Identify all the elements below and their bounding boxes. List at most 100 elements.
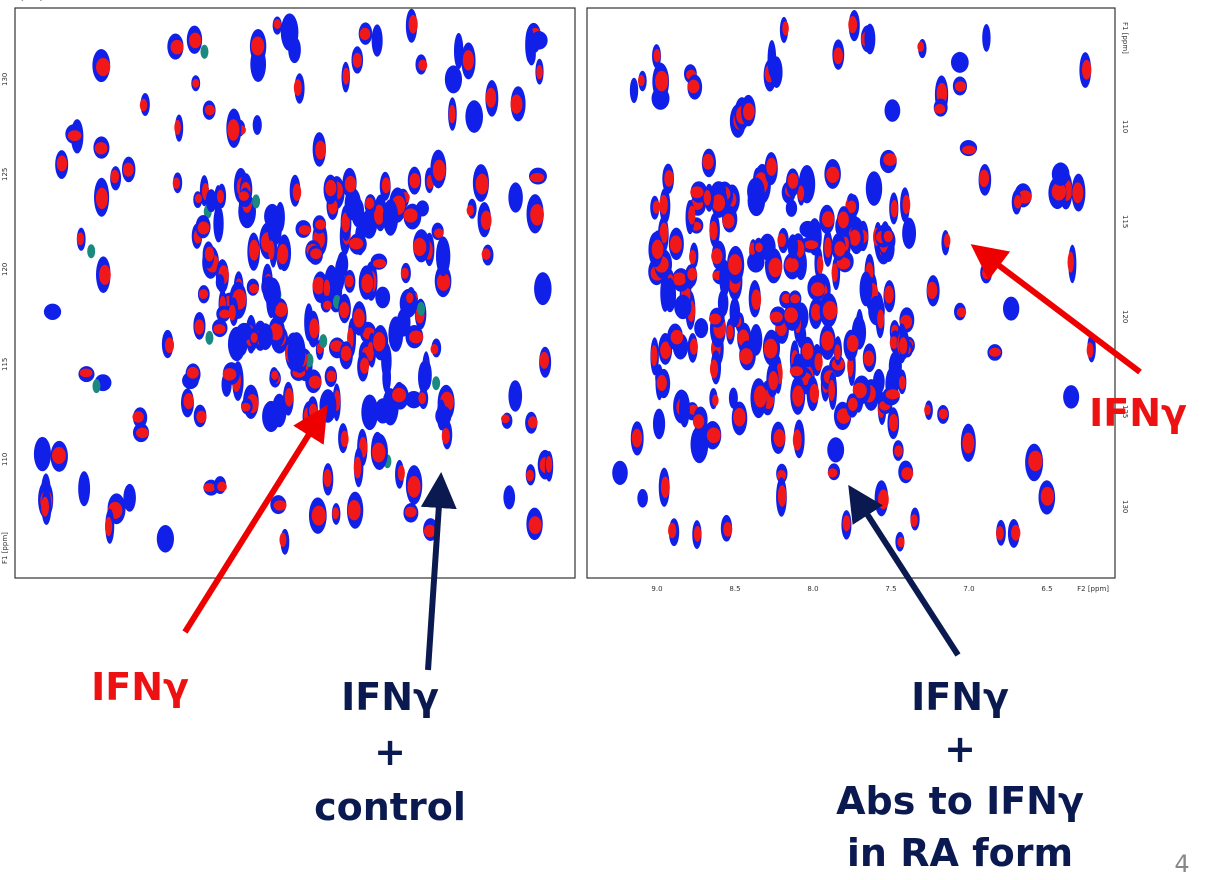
peak xyxy=(877,489,889,510)
peak xyxy=(1051,182,1067,201)
peak xyxy=(271,370,279,380)
peak xyxy=(99,264,111,285)
peak xyxy=(174,119,181,135)
peak xyxy=(954,81,967,92)
peak xyxy=(1067,251,1074,273)
peak xyxy=(804,240,819,250)
peak xyxy=(205,330,214,345)
peak xyxy=(785,199,798,217)
peak xyxy=(480,210,492,231)
peak xyxy=(890,199,899,218)
peak xyxy=(834,344,841,361)
peak xyxy=(898,376,906,390)
peak xyxy=(706,427,721,444)
peak xyxy=(669,235,682,254)
peak xyxy=(288,36,301,64)
peak xyxy=(859,271,873,307)
peak xyxy=(943,233,951,248)
peak xyxy=(828,379,836,401)
peak xyxy=(670,329,684,345)
peak xyxy=(782,21,789,36)
peak xyxy=(268,240,275,260)
peak xyxy=(92,379,101,394)
page-number: 4 xyxy=(1174,850,1189,878)
peak xyxy=(1051,162,1070,186)
peak xyxy=(123,483,136,512)
peak xyxy=(894,445,903,457)
peak xyxy=(910,514,918,527)
peak xyxy=(241,402,251,412)
spectrum-left xyxy=(14,7,576,579)
peak xyxy=(408,14,418,34)
peak xyxy=(938,408,949,420)
peak xyxy=(687,79,700,94)
peak xyxy=(888,351,902,382)
peak xyxy=(530,172,545,183)
peak xyxy=(651,239,664,259)
peak xyxy=(901,467,914,480)
peak xyxy=(273,19,282,30)
peak xyxy=(729,297,741,328)
peak xyxy=(359,27,371,41)
peak xyxy=(660,476,670,499)
peak xyxy=(650,345,658,367)
peak xyxy=(344,175,357,193)
peak xyxy=(406,292,414,304)
y-tick-label: 115 xyxy=(1,358,9,371)
peak xyxy=(330,340,344,352)
peak xyxy=(252,115,262,135)
peak xyxy=(310,248,322,260)
peak xyxy=(693,525,702,542)
peak xyxy=(792,385,805,407)
peak xyxy=(883,153,897,166)
peak xyxy=(104,516,113,537)
peak xyxy=(67,130,82,142)
peak xyxy=(382,199,399,236)
peak xyxy=(371,24,383,57)
peak xyxy=(418,392,427,404)
peak xyxy=(728,387,738,409)
y-tick-label: 130 xyxy=(1121,500,1129,513)
peak xyxy=(204,246,215,262)
peak xyxy=(249,239,260,261)
peak xyxy=(885,389,900,400)
peak xyxy=(742,103,755,121)
peak xyxy=(1003,296,1020,321)
peak xyxy=(462,50,474,71)
peak xyxy=(784,257,799,273)
peak xyxy=(787,234,799,259)
peak xyxy=(768,370,779,391)
peak xyxy=(528,516,542,535)
peak xyxy=(847,397,858,411)
peak xyxy=(227,119,240,141)
peaks xyxy=(33,8,1096,555)
arrow xyxy=(182,404,328,634)
peak xyxy=(510,94,523,114)
x-tick-label: 8.0 xyxy=(807,585,818,593)
peak xyxy=(989,347,1001,357)
y-tick-label: 120 xyxy=(1,263,9,276)
peak xyxy=(186,366,199,379)
peak xyxy=(305,353,314,368)
peak xyxy=(508,380,523,412)
annotation: IFNγ xyxy=(91,665,189,709)
x-tick-label: 9.0 xyxy=(499,0,510,1)
peak xyxy=(373,204,385,225)
peak xyxy=(200,44,209,59)
peak xyxy=(936,82,948,104)
peak xyxy=(204,104,215,116)
peak xyxy=(277,244,289,265)
peak xyxy=(692,414,705,429)
peak xyxy=(441,428,450,445)
peak xyxy=(612,460,628,485)
peak xyxy=(789,366,804,377)
y-tick-label: 125 xyxy=(1,168,9,181)
peak xyxy=(995,526,1004,541)
peak xyxy=(219,309,231,319)
peak xyxy=(418,59,428,71)
peak xyxy=(315,140,326,160)
peak xyxy=(453,32,464,70)
peak xyxy=(501,414,510,424)
peak xyxy=(688,205,696,225)
peak xyxy=(1040,486,1055,506)
